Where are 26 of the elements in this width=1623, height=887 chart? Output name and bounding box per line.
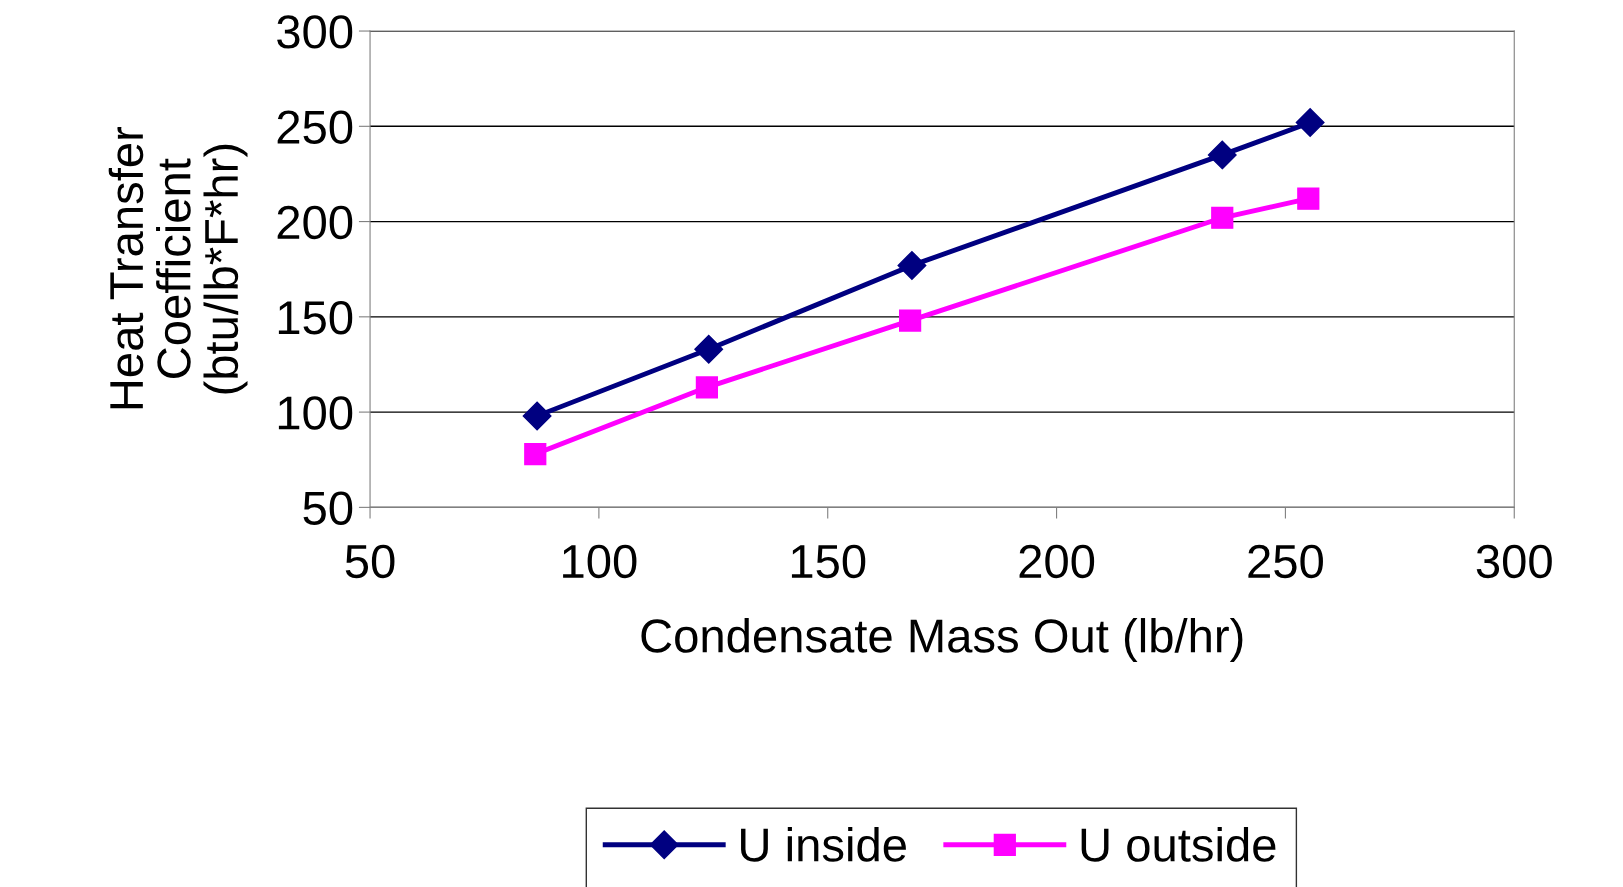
y-tick-label: 150	[278, 300, 353, 335]
point	[1295, 108, 1325, 137]
point	[1207, 140, 1237, 170]
point	[695, 376, 719, 399]
point	[1297, 187, 1320, 210]
legend-label: U outside	[1081, 827, 1276, 862]
y-tick-label: 200	[277, 205, 353, 240]
point	[694, 334, 724, 364]
x-axis-title: Condensate Mass Out (lb/hr)	[641, 618, 1243, 663]
y-tick-label: 300	[277, 15, 353, 49]
point	[899, 309, 922, 332]
x-tick-label: 300	[1476, 544, 1552, 579]
x-tick-label: 250	[1248, 544, 1323, 579]
y-tick-label: 250	[277, 110, 353, 144]
legend-label: U inside	[741, 827, 906, 862]
y-tick-label: 100	[278, 396, 353, 430]
x-tick-label: 200	[1019, 544, 1095, 579]
point	[897, 250, 927, 280]
point	[522, 401, 552, 431]
x-tick-label: 150	[791, 544, 866, 579]
y-axis-title: Heat Transfer Coefficient (btu/lb*F*hr)	[108, 126, 248, 409]
x-tick-label: 50	[345, 544, 395, 579]
y-tick-label: 50	[303, 491, 353, 525]
point	[1211, 206, 1234, 229]
x-tick-label: 100	[563, 544, 637, 579]
point	[524, 442, 547, 466]
